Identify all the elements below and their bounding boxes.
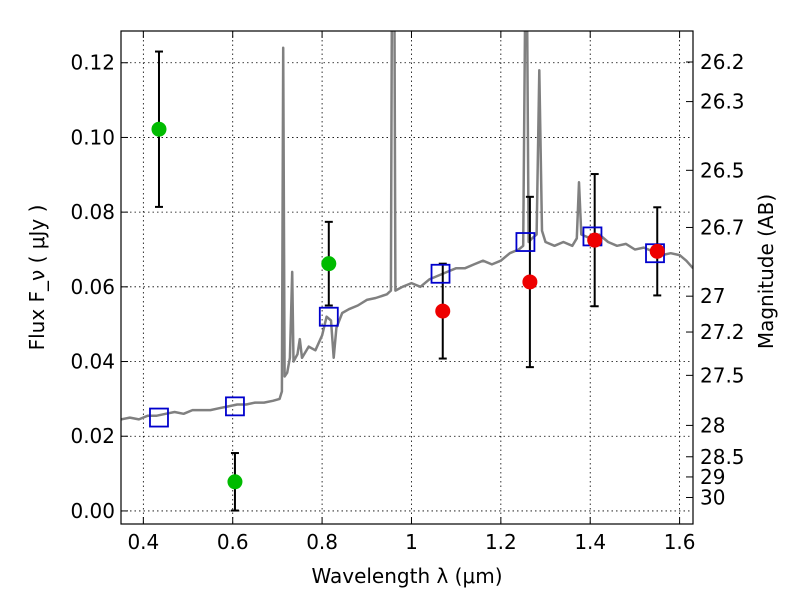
magnitude-tick-label: 30 xyxy=(700,485,725,509)
y-tick-label: 0.08 xyxy=(70,200,115,224)
model-square-marker xyxy=(515,232,536,252)
x-tick-label: 1 xyxy=(405,530,418,554)
red-point-marker xyxy=(522,274,538,290)
x-axis-label: Wavelength λ (μm) xyxy=(311,564,502,588)
y-tick-label: 0.06 xyxy=(70,275,115,299)
x-tick-label: 0.4 xyxy=(127,530,159,554)
y2-axis-label: Magnitude (AB) xyxy=(754,194,778,349)
axes: 0.4 0.6 0.8 1 1.2 1.4 1.6 0.00 0.02 0.04 0.06 0.08 0… xyxy=(70,30,745,554)
magnitude-tick-label: 26.7 xyxy=(700,215,745,239)
red-point-marker xyxy=(649,243,665,259)
model-square-marker xyxy=(430,263,451,284)
x-tick-label: 1.4 xyxy=(574,530,606,554)
grid xyxy=(121,31,693,524)
red-point-marker xyxy=(587,232,603,248)
magnitude-tick-label: 28 xyxy=(700,413,725,437)
model-square-marker xyxy=(225,396,245,417)
x-tick-label: 0.8 xyxy=(306,530,338,554)
y-tick-label: 0.04 xyxy=(70,350,115,374)
magnitude-tick-label: 26.5 xyxy=(700,158,745,182)
green-point-marker xyxy=(227,474,243,490)
red-point-marker xyxy=(435,303,451,319)
model-squares-series xyxy=(149,226,665,428)
error-bars xyxy=(154,50,662,512)
spectrum-line xyxy=(121,31,693,421)
magnitude-tick-label: 26.3 xyxy=(700,90,745,114)
magnitude-tick-label: 29 xyxy=(700,465,725,489)
axis-labels: Wavelength λ (μm) Flux F_ν ( μJy ) Magnitu… xyxy=(25,194,778,588)
magnitude-tick-label: 26.2 xyxy=(700,50,745,74)
model-square-marker xyxy=(318,306,339,327)
y-tick-label: 0.00 xyxy=(70,499,115,523)
photometry-points xyxy=(151,121,665,490)
model-square-marker xyxy=(149,407,169,428)
x-tick-label: 0.6 xyxy=(217,530,249,554)
x-tick-label: 1.2 xyxy=(485,530,517,554)
y-tick-label: 0.12 xyxy=(70,51,115,75)
y-tick-label: 0.10 xyxy=(70,125,115,149)
plot-frame xyxy=(120,30,694,525)
x-tick-label: 1.6 xyxy=(664,530,696,554)
y-tick-label: 0.02 xyxy=(70,424,115,448)
spectrum-series xyxy=(121,31,693,421)
magnitude-tick-label: 27.5 xyxy=(700,363,745,387)
green-point-marker xyxy=(151,121,167,137)
green-point-marker xyxy=(321,256,337,272)
magnitude-tick-label: 27 xyxy=(700,284,725,308)
y-axis-label: Flux F_ν ( μJy ) xyxy=(25,205,49,351)
magnitude-tick-label: 27.2 xyxy=(700,320,745,344)
magnitude-tick-label: 28.5 xyxy=(700,445,745,469)
